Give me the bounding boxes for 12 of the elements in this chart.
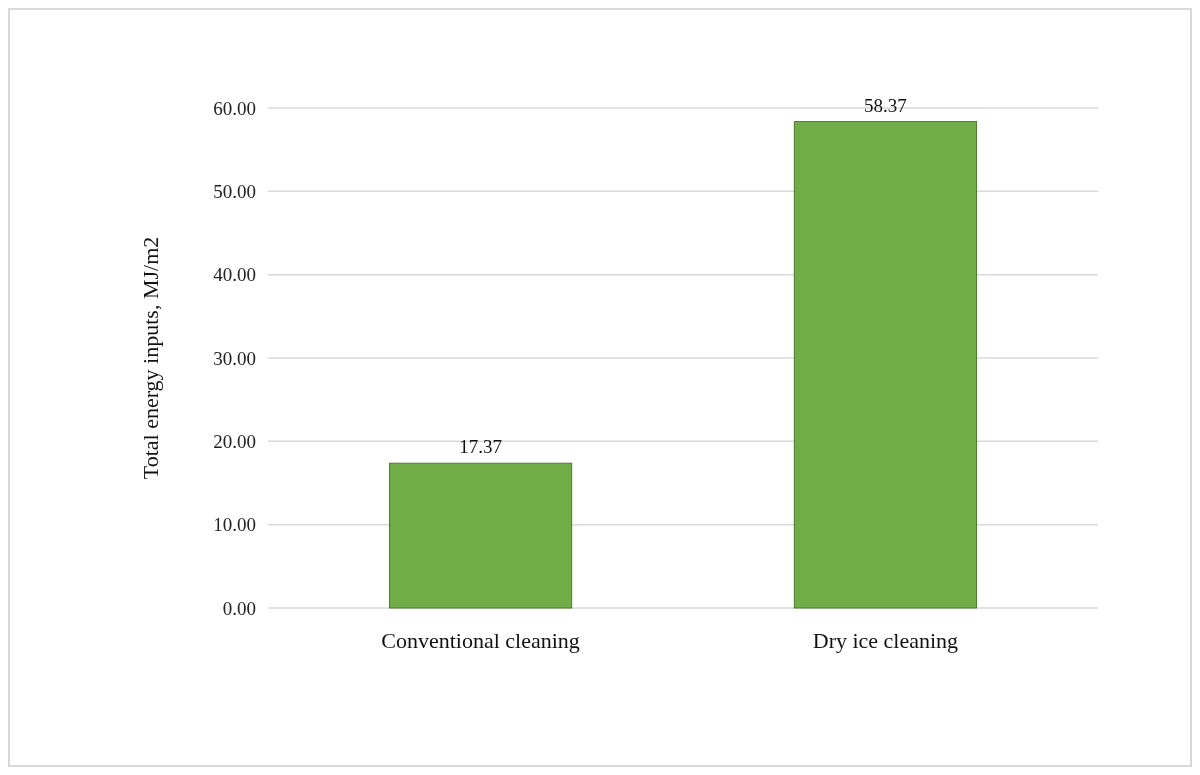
y-tick-label: 20.00: [213, 430, 256, 452]
data-label: 17.37: [459, 436, 502, 458]
x-tick-label: Dry ice cleaning: [812, 628, 959, 653]
y-axis-title: Total energy inputs, MJ/m2: [138, 236, 163, 480]
y-tick-label: 0.00: [222, 597, 256, 619]
y-tick-label: 50.00: [213, 180, 256, 202]
y-tick-label: 40.00: [213, 264, 256, 286]
y-tick-label: 60.00: [213, 97, 256, 119]
y-tick-label: 10.00: [213, 514, 256, 536]
data-label: 58.37: [864, 94, 907, 116]
x-tick-label: Conventional cleaning: [381, 628, 580, 653]
y-tick-label: 30.00: [213, 347, 256, 369]
